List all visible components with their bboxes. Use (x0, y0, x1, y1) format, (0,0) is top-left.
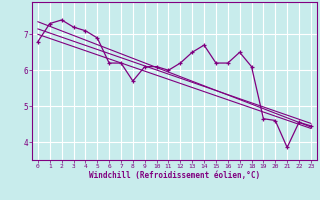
X-axis label: Windchill (Refroidissement éolien,°C): Windchill (Refroidissement éolien,°C) (89, 171, 260, 180)
